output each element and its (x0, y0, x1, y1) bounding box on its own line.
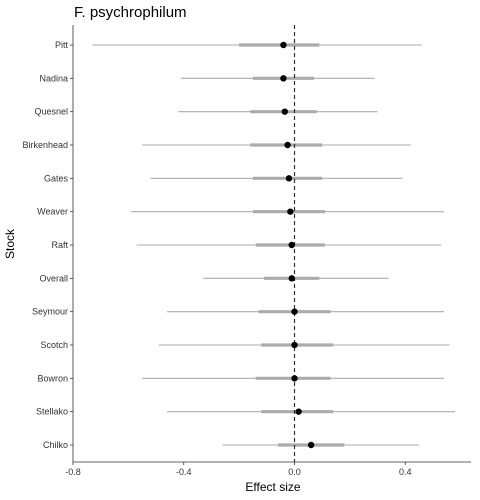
point-estimate-stellako (295, 408, 302, 415)
x-tick-label: 0.4 (399, 467, 412, 477)
point-estimate-gates (285, 175, 293, 182)
y-tick-label-chilko: Chilko (43, 440, 68, 450)
y-tick-label-nadina: Nadina (39, 73, 68, 83)
x-axis-title: Effect size (245, 480, 300, 494)
point-estimate-quesnel (281, 108, 289, 115)
y-tick-label-weaver: Weaver (37, 207, 68, 217)
point-estimate-chilko (307, 441, 315, 449)
point-estimate-seymour (291, 308, 298, 315)
y-tick-label-gates: Gates (44, 173, 69, 183)
y-tick-label-seymour: Seymour (32, 307, 68, 317)
y-axis-title: Stock (3, 228, 17, 259)
y-tick-label-quesnel: Quesnel (34, 107, 68, 117)
point-estimate-raft (288, 241, 295, 249)
y-tick-label-scotch: Scotch (40, 340, 68, 350)
x-tick-label: -0.8 (65, 467, 81, 477)
y-tick-label-raft: Raft (51, 240, 68, 250)
point-estimate-bowron (291, 375, 298, 382)
plot-marks (92, 25, 456, 462)
y-tick-label-pitt: Pitt (55, 40, 69, 50)
y-tick-label-stellako: Stellako (36, 407, 68, 417)
point-estimate-scotch (291, 341, 298, 349)
point-estimate-nadina (280, 75, 287, 82)
axis-ticks: Pitt Nadina Quesnel Birkenhead Gates Weaver Ra… (22, 40, 411, 477)
y-tick-label-birkenhead: Birkenhead (22, 140, 68, 150)
x-tick-label: 0.0 (288, 467, 301, 477)
y-tick-label-overall: Overall (39, 273, 68, 283)
x-tick-label: -0.4 (176, 467, 192, 477)
chart-title: F. psychrophilum (74, 4, 187, 21)
y-tick-label-bowron: Bowron (37, 373, 68, 383)
point-estimate-weaver (287, 208, 294, 215)
point-estimate-birkenhead (284, 141, 291, 149)
point-estimate-pitt (280, 41, 287, 49)
point-estimate-overall (288, 275, 295, 282)
